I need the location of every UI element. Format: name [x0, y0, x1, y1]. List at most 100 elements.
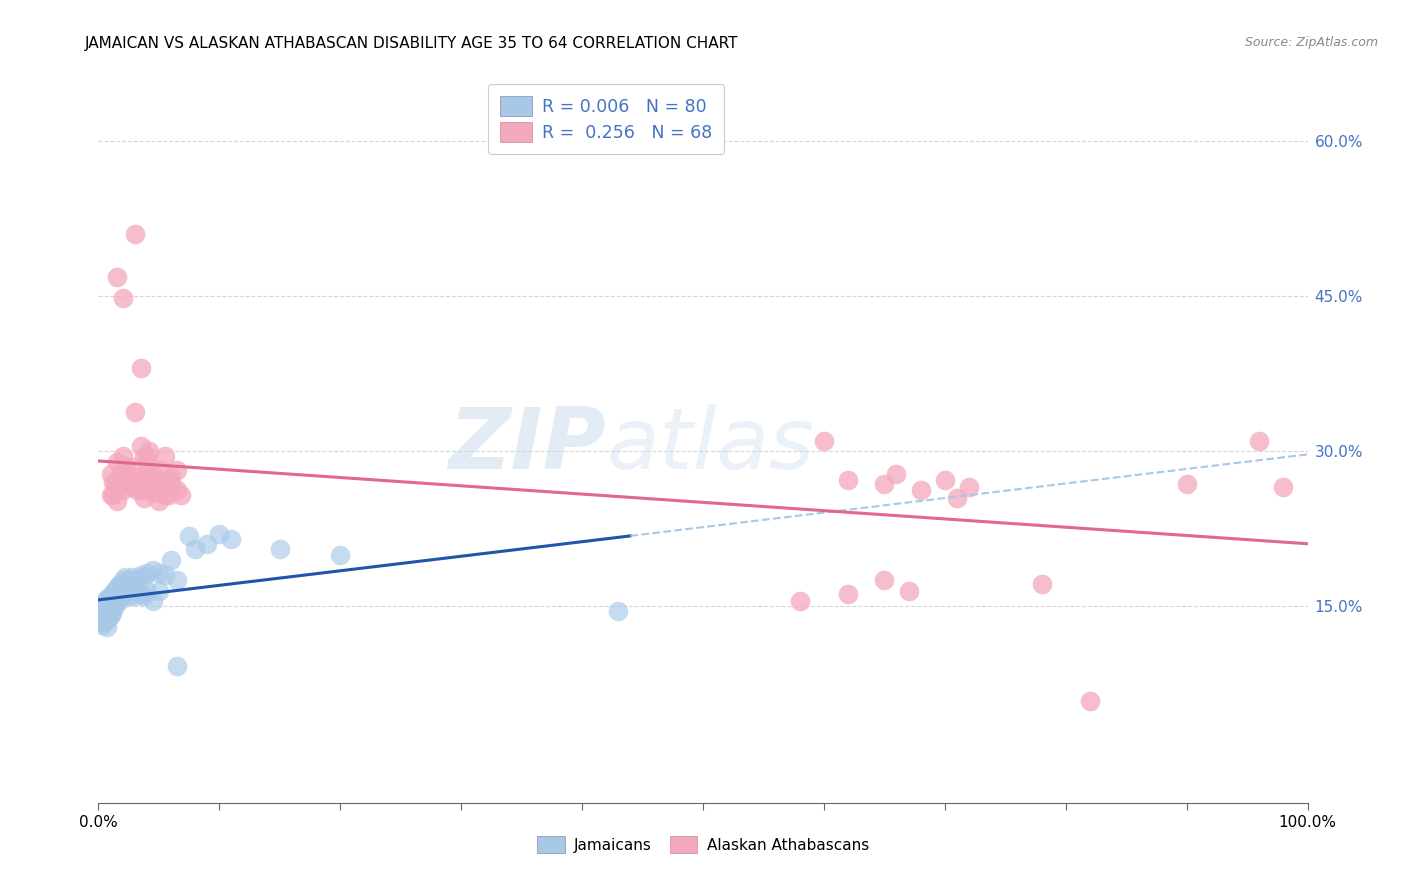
Point	[94, 594, 117, 608]
Point	[134, 491, 156, 505]
Point	[111, 574, 134, 588]
Point	[90, 601, 112, 615]
Point	[127, 483, 149, 498]
Point	[107, 480, 129, 494]
Point	[1249, 434, 1271, 448]
Point	[91, 618, 114, 632]
Point	[886, 467, 908, 481]
Point	[93, 597, 115, 611]
Point	[153, 450, 176, 464]
Point	[101, 591, 124, 605]
Point	[108, 589, 131, 603]
Point	[934, 473, 956, 487]
Point	[89, 612, 111, 626]
Point	[135, 477, 157, 491]
Point	[96, 591, 118, 605]
Point	[101, 601, 124, 615]
Point	[124, 405, 146, 419]
Point	[97, 612, 120, 626]
Point	[108, 576, 131, 591]
Point	[93, 605, 115, 619]
Point	[897, 583, 920, 598]
Point	[100, 487, 122, 501]
Point	[837, 587, 859, 601]
Point	[104, 587, 127, 601]
Point	[105, 594, 128, 608]
Point	[100, 597, 122, 611]
Point	[111, 450, 134, 464]
Point	[135, 583, 157, 598]
Point	[118, 470, 141, 484]
Point	[169, 487, 191, 501]
Point	[91, 612, 114, 626]
Point	[138, 444, 160, 458]
Point	[103, 594, 125, 608]
Point	[107, 591, 129, 605]
Point	[98, 609, 121, 624]
Point	[100, 589, 122, 603]
Point	[100, 599, 122, 614]
Point	[91, 607, 114, 621]
Point	[93, 615, 115, 629]
Point	[96, 620, 118, 634]
Point	[114, 570, 136, 584]
Point	[90, 607, 112, 622]
Point	[91, 609, 114, 624]
Point	[124, 470, 146, 484]
Point	[957, 480, 980, 494]
Point	[121, 583, 143, 598]
Point	[148, 480, 170, 494]
Point	[134, 570, 156, 584]
Point	[837, 473, 859, 487]
Point	[160, 470, 183, 484]
Point	[166, 574, 188, 588]
Point	[153, 487, 176, 501]
Point	[135, 450, 157, 464]
Point	[101, 475, 124, 490]
Point	[100, 587, 122, 601]
Point	[184, 542, 207, 557]
Point	[166, 483, 188, 498]
Point	[138, 483, 160, 498]
Point	[108, 594, 131, 608]
Point	[98, 591, 121, 605]
Point	[129, 361, 152, 376]
Point	[111, 291, 134, 305]
Point	[98, 601, 121, 615]
Point	[150, 463, 173, 477]
Point	[873, 574, 896, 588]
Point	[153, 475, 176, 490]
Point	[134, 450, 156, 464]
Point	[142, 485, 165, 500]
Point	[96, 607, 118, 622]
Point	[100, 606, 122, 620]
Point	[135, 467, 157, 481]
Point	[105, 581, 128, 595]
Point	[129, 439, 152, 453]
Point	[104, 477, 127, 491]
Point	[89, 609, 111, 624]
Legend: Jamaicans, Alaskan Athabascans: Jamaicans, Alaskan Athabascans	[531, 830, 875, 859]
Point	[1078, 694, 1101, 708]
Point	[121, 570, 143, 584]
Point	[97, 594, 120, 608]
Point	[100, 607, 122, 622]
Point	[90, 615, 112, 629]
Point	[789, 594, 811, 608]
Point	[100, 467, 122, 481]
Point	[101, 487, 124, 501]
Point	[105, 493, 128, 508]
Point	[118, 574, 141, 588]
Point	[153, 568, 176, 582]
Point	[208, 527, 231, 541]
Point	[269, 542, 291, 557]
Point	[160, 477, 183, 491]
Point	[104, 599, 127, 614]
Point	[124, 589, 146, 603]
Point	[105, 270, 128, 285]
Point	[148, 583, 170, 598]
Point	[124, 574, 146, 588]
Point	[89, 605, 111, 619]
Point	[134, 589, 156, 603]
Point	[94, 601, 117, 615]
